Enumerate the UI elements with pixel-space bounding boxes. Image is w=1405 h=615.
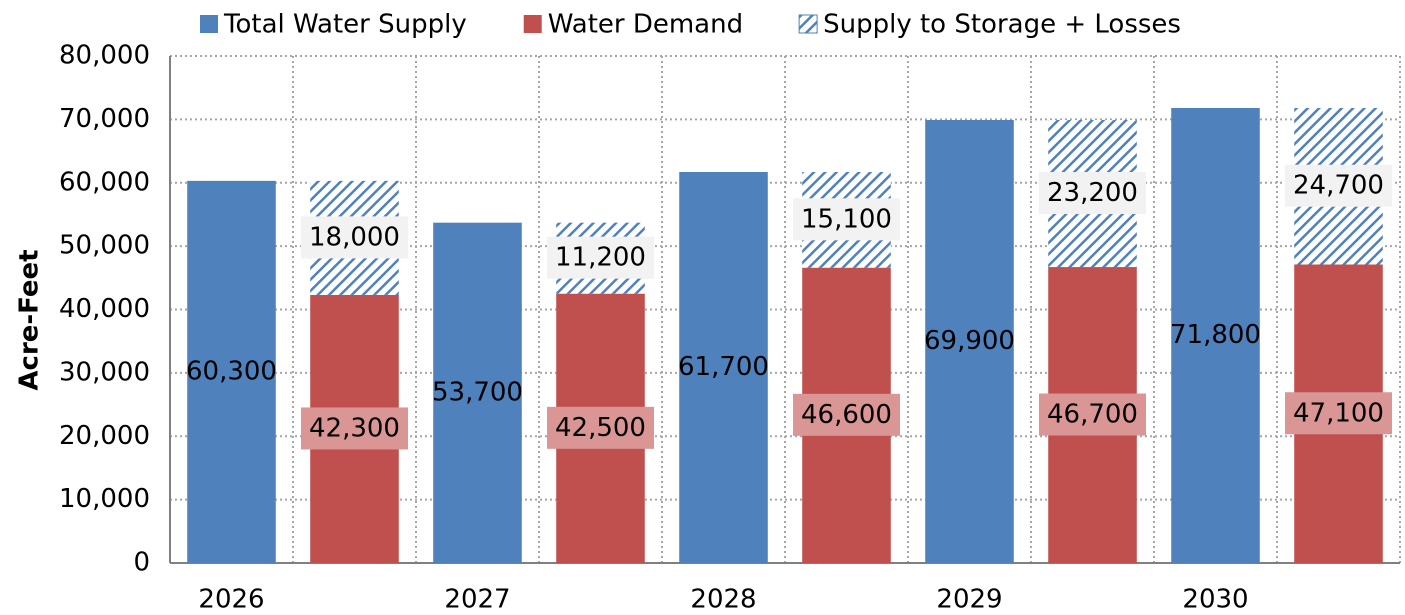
data-label: 46,700 — [1047, 400, 1138, 430]
label-box — [793, 198, 900, 241]
data-label: 24,700 — [1293, 171, 1384, 201]
data-label: 18,000 — [309, 222, 400, 252]
y-tick-label: 10,000 — [59, 484, 150, 514]
data-label: 11,200 — [555, 243, 646, 273]
bar — [187, 180, 276, 563]
data-label: 46,600 — [801, 400, 892, 430]
y-tick-label: 50,000 — [59, 231, 150, 261]
label-box — [793, 393, 900, 436]
label-box — [547, 236, 654, 279]
y-tick-label: 0 — [133, 548, 150, 578]
y-tick-label: 30,000 — [59, 357, 150, 387]
x-tick-label: 2026 — [198, 585, 264, 615]
label-box — [1039, 393, 1146, 436]
bar — [1171, 107, 1260, 563]
x-tick-label: 2028 — [690, 585, 756, 615]
legend-label: Supply to Storage + Losses — [823, 10, 1181, 40]
label-box — [301, 216, 408, 259]
label-box — [1285, 164, 1392, 207]
data-label: 53,700 — [432, 377, 523, 407]
label-box — [1285, 392, 1392, 435]
x-tick-label: 2027 — [444, 585, 510, 615]
data-label: 69,900 — [924, 326, 1015, 356]
legend-swatch — [798, 14, 818, 34]
data-label: 23,200 — [1047, 178, 1138, 208]
legend-swatch — [200, 15, 218, 33]
data-label: 60,300 — [186, 356, 277, 386]
legend-swatch — [523, 15, 542, 33]
data-label: 71,800 — [1170, 320, 1261, 350]
y-tick-label: 60,000 — [59, 167, 150, 197]
data-label: 42,300 — [309, 413, 400, 443]
bar — [925, 120, 1014, 563]
data-label: 47,100 — [1293, 398, 1384, 428]
x-tick-label: 2029 — [936, 585, 1002, 615]
label-box — [301, 407, 408, 450]
label-box — [547, 406, 654, 449]
legend-label: Total Water Supply — [223, 10, 467, 40]
y-tick-label: 80,000 — [59, 41, 150, 71]
x-tick-label: 2030 — [1182, 585, 1248, 615]
bar — [433, 222, 522, 563]
data-label: 61,700 — [678, 352, 769, 382]
bar — [679, 171, 768, 563]
data-label: 42,500 — [555, 413, 646, 443]
y-tick-label: 40,000 — [59, 294, 150, 324]
y-tick-label: 20,000 — [59, 421, 150, 451]
y-axis-label: Acre-Feet — [15, 249, 45, 390]
label-box — [1039, 172, 1146, 215]
data-label: 15,100 — [801, 204, 892, 234]
legend-label: Water Demand — [548, 10, 743, 40]
y-tick-label: 70,000 — [59, 104, 150, 134]
